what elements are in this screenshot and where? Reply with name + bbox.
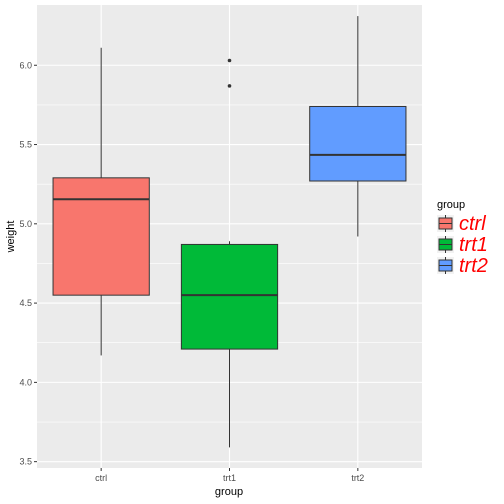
y-tick-label: 6.0 (19, 60, 32, 70)
x-tick-label: ctrl (95, 473, 107, 483)
y-axis: 3.5 4.0 4.5 5.0 5.5 6.0 (19, 60, 37, 467)
x-tick-label: trt1 (223, 473, 236, 483)
outlier-point (227, 84, 232, 88)
box-trt1 (180, 58, 279, 448)
y-tick-label: 3.5 (19, 457, 32, 467)
x-axis: ctrl trt1 trt2 (95, 468, 364, 483)
y-tick-label: 5.0 (19, 219, 32, 229)
box-body (309, 105, 407, 182)
legend-title: group (437, 199, 465, 211)
box-body (52, 177, 150, 296)
x-tick-label: trt2 (351, 473, 364, 483)
box-body (180, 243, 279, 350)
x-axis-title: group (215, 486, 243, 498)
boxes (52, 16, 407, 448)
y-tick-label: 4.5 (19, 298, 32, 308)
outlier-point (227, 58, 232, 63)
legend-label-ctrl: ctrl (459, 213, 486, 235)
y-tick-label: 4.0 (19, 377, 32, 387)
legend-label-trt1: trt1 (459, 234, 488, 256)
y-tick-label: 5.5 (19, 140, 32, 150)
box-ctrl (52, 47, 150, 356)
legend-label-trt2: trt2 (459, 255, 488, 277)
y-axis-title: weight (5, 221, 17, 254)
box-trt2 (309, 16, 407, 237)
